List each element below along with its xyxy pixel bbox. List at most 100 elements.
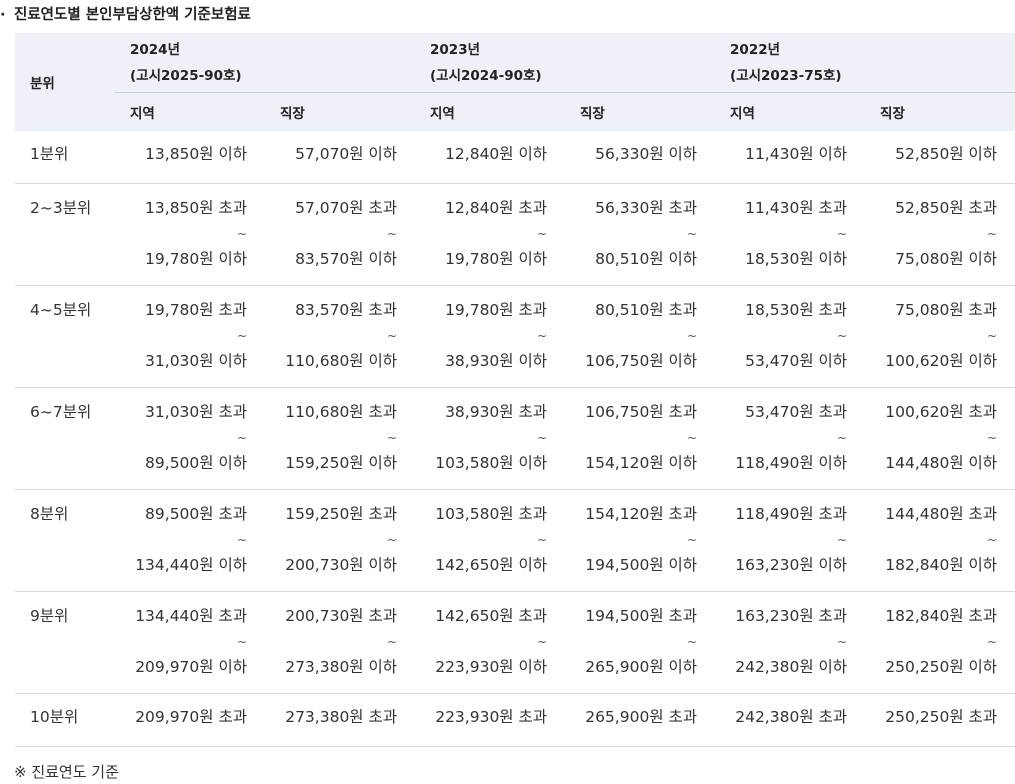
range-lower-bound: 19,780원 초과	[145, 301, 247, 319]
bullet-point: ·	[0, 7, 6, 23]
range-upper-bound: 80,510원 이하	[595, 250, 698, 268]
premium-range-cell: 38,930원 초과 ~103,580원 이하	[415, 387, 566, 490]
range-upper-bound: 89,500원 이하	[145, 454, 247, 472]
range-value: 13,850원 이하	[145, 145, 247, 163]
premium-range-cell: 80,510원 초과 ~106,750원 이하	[565, 285, 716, 388]
range-upper-bound: 182,840원 이하	[885, 556, 998, 574]
premium-range-cell: 13,850원 초과 ~19,780원 이하	[115, 183, 265, 286]
range-tilde: ~	[686, 227, 698, 241]
decile-label-cell: 10분위	[15, 693, 115, 747]
footnote: ※ 진료연도 기준	[14, 763, 119, 781]
year-header-2024: 2024년 (고시2025-90호)	[115, 33, 416, 93]
range-upper-bound: 31,030원 이하	[145, 352, 247, 370]
range-lower-bound: 89,500원 초과	[145, 505, 247, 523]
range-upper-bound: 200,730원 이하	[285, 556, 398, 574]
section-title-text: 진료연도별 본인부담상한액 기준보험료	[14, 7, 251, 23]
notice-label: (고시2025-90호)	[130, 67, 242, 84]
premium-range-cell: 144,480원 초과 ~182,840원 이하	[865, 489, 1015, 592]
decile-label-cell: 8분위	[15, 489, 115, 592]
range-upper-bound: 223,930원 이하	[435, 658, 548, 676]
premium-range-cell: 57,070원 초과 ~83,570원 이하	[265, 183, 416, 286]
year-header-2023: 2023년 (고시2024-90호)	[415, 33, 716, 93]
range-upper-bound: 134,440원 이하	[135, 556, 247, 574]
premium-range-cell: 106,750원 초과 ~154,120원 이하	[565, 387, 716, 490]
range-lower-bound: 110,680원 초과	[285, 403, 398, 421]
year-header-2022: 2022년 (고시2023-75호)	[715, 33, 1015, 93]
range-tilde: ~	[386, 533, 398, 547]
range-lower-bound: 52,850원 초과	[895, 199, 998, 217]
decile-column-header: 분위	[15, 33, 115, 131]
range-lower-bound: 103,580원 초과	[435, 505, 548, 523]
notice-label: (고시2024-90호)	[430, 67, 542, 84]
range-lower-bound: 159,250원 초과	[285, 505, 398, 523]
range-lower-bound: 18,530원 초과	[745, 301, 848, 319]
range-lower-bound: 12,840원 초과	[445, 199, 548, 217]
section-title: · 진료연도별 본인부담상한액 기준보험료	[0, 3, 251, 23]
range-tilde: ~	[686, 533, 698, 547]
range-tilde: ~	[386, 329, 398, 343]
range-tilde: ~	[986, 227, 998, 241]
range-tilde: ~	[836, 431, 848, 445]
table-row: 10분위 209,970원 초과 273,380원 초과 223,930원 초과 265…	[15, 693, 1015, 747]
range-upper-bound: 103,580원 이하	[435, 454, 548, 472]
range-tilde: ~	[536, 533, 548, 547]
range-tilde: ~	[536, 635, 548, 649]
premium-range-cell: 209,970원 초과	[115, 693, 265, 747]
range-upper-bound: 106,750원 이하	[585, 352, 698, 370]
subheader-workplace: 직장	[265, 92, 416, 131]
range-lower-bound: 106,750원 초과	[585, 403, 698, 421]
year-label: 2023년	[430, 41, 481, 58]
range-lower-bound: 100,620원 초과	[885, 403, 998, 421]
notice-label: (고시2023-75호)	[730, 67, 842, 84]
year-label: 2022년	[730, 41, 781, 58]
premium-range-cell: 142,650원 초과 ~223,930원 이하	[415, 591, 566, 694]
range-value: 265,900원 초과	[585, 708, 698, 726]
premium-range-cell: 118,490원 초과 ~163,230원 이하	[715, 489, 866, 592]
range-upper-bound: 242,380원 이하	[735, 658, 848, 676]
range-value: 56,330원 이하	[595, 145, 698, 163]
premium-range-cell: 242,380원 초과	[715, 693, 866, 747]
decile-label: 1분위	[30, 145, 69, 163]
premium-range-cell: 57,070원 이하	[265, 131, 416, 184]
range-tilde: ~	[386, 431, 398, 445]
decile-label-cell: 4~5분위	[15, 285, 115, 388]
range-tilde: ~	[986, 533, 998, 547]
table-row: 9분위 134,440원 초과 ~209,970원 이하 200,730원 초과 ~27…	[15, 591, 1015, 694]
range-tilde: ~	[236, 533, 247, 547]
range-upper-bound: 194,500원 이하	[585, 556, 698, 574]
premium-range-cell: 159,250원 초과 ~200,730원 이하	[265, 489, 416, 592]
premium-range-cell: 89,500원 초과 ~134,440원 이하	[115, 489, 265, 592]
range-tilde: ~	[686, 635, 698, 649]
premium-range-cell: 56,330원 이하	[565, 131, 716, 184]
subheader-regional: 지역	[415, 92, 566, 131]
range-tilde: ~	[236, 227, 247, 241]
range-lower-bound: 154,120원 초과	[585, 505, 698, 523]
subheader-workplace: 직장	[565, 92, 716, 131]
range-upper-bound: 142,650원 이하	[435, 556, 548, 574]
range-lower-bound: 75,080원 초과	[895, 301, 998, 319]
range-value: 242,380원 초과	[735, 708, 848, 726]
range-upper-bound: 75,080원 이하	[895, 250, 998, 268]
premium-range-cell: 18,530원 초과 ~53,470원 이하	[715, 285, 866, 388]
premium-range-cell: 83,570원 초과 ~110,680원 이하	[265, 285, 416, 388]
decile-label: 4~5분위	[30, 301, 92, 319]
table-row: 2~3분위 13,850원 초과 ~19,780원 이하 57,070원 초과 ~83,…	[15, 183, 1015, 286]
range-lower-bound: 83,570원 초과	[295, 301, 398, 319]
range-tilde: ~	[686, 431, 698, 445]
range-value: 250,250원 초과	[885, 708, 998, 726]
table-row: 6~7분위 31,030원 초과 ~89,500원 이하 110,680원 초과 ~15…	[15, 387, 1015, 490]
range-tilde: ~	[386, 635, 398, 649]
range-tilde: ~	[686, 329, 698, 343]
range-lower-bound: 19,780원 초과	[445, 301, 548, 319]
range-upper-bound: 209,970원 이하	[135, 658, 247, 676]
range-tilde: ~	[236, 635, 247, 649]
premium-range-cell: 53,470원 초과 ~118,490원 이하	[715, 387, 866, 490]
decile-label: 8분위	[30, 505, 69, 523]
range-upper-bound: 53,470원 이하	[745, 352, 848, 370]
premium-range-cell: 250,250원 초과	[865, 693, 1015, 747]
range-tilde: ~	[386, 227, 398, 241]
decile-label: 9분위	[30, 607, 69, 625]
decile-label: 2~3분위	[30, 199, 92, 217]
range-upper-bound: 265,900원 이하	[585, 658, 698, 676]
range-value: 209,970원 초과	[135, 708, 247, 726]
